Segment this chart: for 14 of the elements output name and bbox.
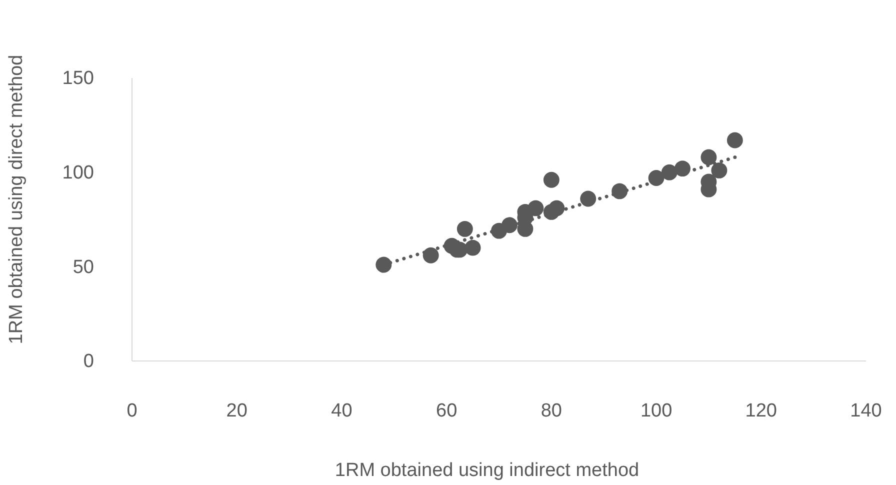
y-tick-label: 100 (62, 162, 94, 184)
y-tick-label: 0 (83, 351, 94, 372)
y-axis-title: 1RM obtained using direct method (6, 54, 27, 344)
x-axis-title: 1RM obtained using indirect method (334, 460, 640, 481)
y-tick-label: 150 (62, 68, 94, 90)
x-tick-label: 80 (540, 400, 562, 422)
x-tick-label: 140 (850, 400, 882, 422)
x-tick-label: 60 (436, 400, 458, 422)
y-tick-label: 50 (72, 256, 94, 278)
x-tick-label: 20 (226, 400, 248, 422)
x-tick-label: 40 (331, 400, 352, 422)
x-tick-label: 100 (640, 400, 672, 422)
x-tick-label: 120 (745, 400, 777, 422)
x-tick-label: 0 (126, 400, 138, 422)
